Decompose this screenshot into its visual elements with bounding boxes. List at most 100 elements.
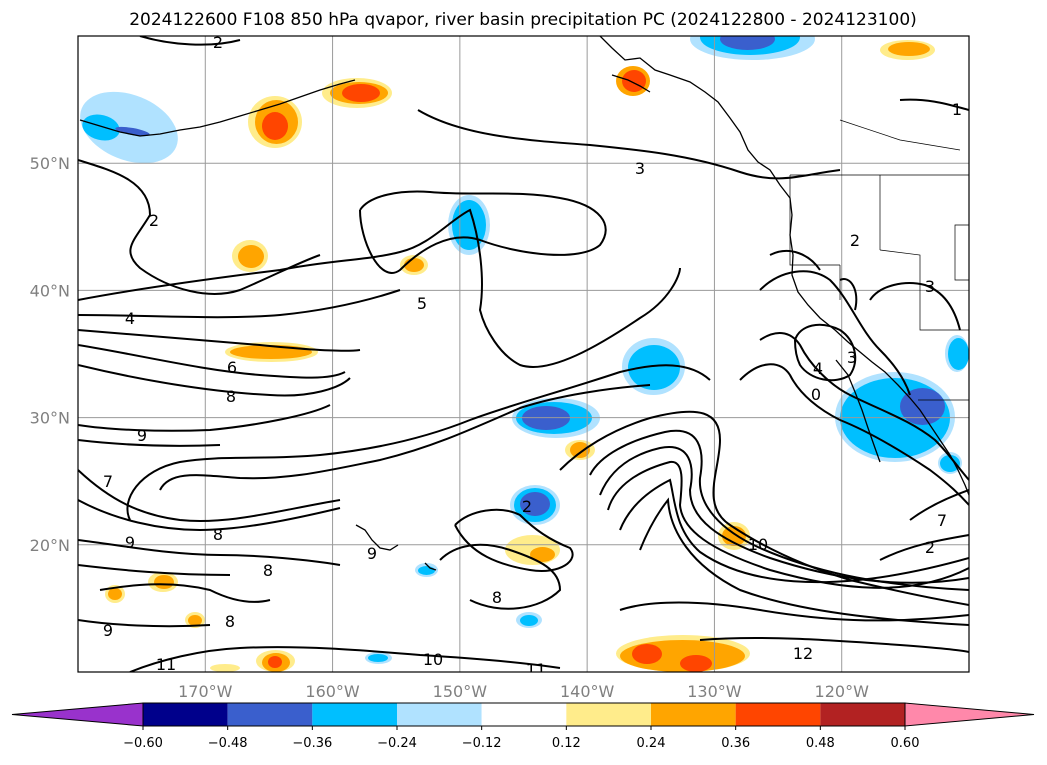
contour-line (78, 439, 221, 447)
contour-line (159, 384, 651, 491)
contour-label: 2 (850, 231, 860, 250)
x-axis-ticks: 170°W 160°W 150°W 140°W 130°W 120°W (178, 682, 869, 701)
x-tick-label: 160°W (305, 682, 360, 701)
precip-patch (115, 126, 150, 137)
colorbar-tick-label: 0.60 (891, 736, 920, 751)
precip-patch (570, 442, 590, 458)
coastline (79, 79, 356, 137)
y-tick-label: 50°N (30, 154, 70, 173)
precip-shading (80, 36, 969, 672)
contour-label: 10 (423, 650, 443, 669)
map-background (78, 36, 969, 672)
coastline (835, 359, 881, 463)
contour-label: 4 (813, 359, 823, 378)
contour-label: 4 (125, 309, 135, 328)
colorbar: −0.60 −0.48 −0.36 −0.24 −0.12 0.12 0.24 0.36 0.4… (11, 702, 1035, 751)
map-frame (77, 35, 970, 673)
colorbar-tick-label: −0.48 (208, 736, 248, 751)
contour-line (78, 208, 681, 368)
colorbar-extend-high (904, 702, 1035, 727)
y-axis-ticks: 20°N 30°N 40°N 50°N (30, 154, 70, 555)
political-border (789, 175, 840, 266)
precip-patch (948, 338, 969, 370)
political-border (839, 119, 961, 151)
contour-label: 8 (263, 561, 273, 580)
colorbar-bin (651, 703, 736, 726)
contour-label: 6 (227, 358, 237, 377)
contour-label: 12 (793, 644, 813, 663)
contour-label: 2 (149, 211, 159, 230)
precip-patch (418, 566, 435, 575)
precip-patch (520, 492, 550, 516)
contour-label: 11 (526, 660, 546, 679)
precip-patch (342, 84, 380, 102)
contour-line (129, 646, 561, 672)
contour-label: 8 (492, 588, 502, 607)
contour-line (589, 429, 969, 591)
contour-line (619, 601, 969, 622)
y-tick-label: 20°N (30, 536, 70, 555)
colorbar-tick-label: −0.36 (292, 736, 332, 751)
contour-label: 3 (847, 348, 857, 367)
contour-line (78, 344, 346, 379)
contour-line (139, 36, 241, 46)
contour-line (78, 564, 231, 576)
precip-patch (632, 644, 662, 664)
contour-line (769, 250, 821, 271)
colorbar-tick-label: 0.24 (637, 736, 666, 751)
precip-patch (520, 615, 538, 626)
precip-patch (368, 654, 388, 662)
contour-line (559, 410, 969, 606)
contour-line (619, 478, 969, 584)
political-border (954, 224, 969, 281)
precip-patch (230, 345, 312, 359)
precip-patch (622, 70, 646, 92)
contour-line (759, 270, 911, 396)
precip-patch (888, 42, 930, 56)
precip-patch (108, 588, 122, 600)
contour-line (909, 489, 969, 521)
colorbar-bin (143, 703, 228, 726)
contour-line (869, 282, 961, 331)
x-tick-label: 130°W (687, 682, 742, 701)
contour-line (78, 404, 331, 432)
contour-line (899, 98, 969, 111)
precip-patch (268, 656, 282, 668)
contour-label: 5 (417, 294, 427, 313)
precip-patch (628, 345, 680, 390)
contour-label: 2 (522, 497, 532, 516)
contour-label: 8 (225, 612, 235, 631)
precip-patch (238, 245, 264, 268)
colorbar-tick-label: −0.24 (377, 736, 417, 751)
contour-line (78, 364, 351, 397)
contour-line (78, 499, 341, 532)
x-tick-label: 140°W (560, 682, 615, 701)
gridlines (78, 36, 969, 672)
precip-patch (530, 547, 555, 562)
precip-patch (404, 258, 424, 272)
coastline (424, 562, 437, 571)
contour-line (78, 469, 341, 522)
contour-line (78, 159, 321, 295)
precip-patch (720, 36, 775, 50)
x-tick-label: 170°W (178, 682, 233, 701)
contour-label: 3 (635, 159, 645, 178)
contour-line (78, 329, 361, 352)
precip-patch (82, 114, 120, 141)
colorbar-tick-label: 0.36 (721, 736, 750, 751)
contour-label: 2 (213, 33, 223, 52)
contour-label: 11 (156, 655, 176, 674)
contour-line (439, 543, 562, 610)
coastline (599, 36, 969, 496)
coastlines (79, 36, 969, 571)
y-tick-label: 30°N (30, 409, 70, 428)
colorbar-bin (566, 703, 651, 726)
colorbar-tick-label: −0.12 (462, 736, 502, 751)
x-tick-label: 150°W (433, 682, 488, 701)
precip-patch (900, 388, 945, 425)
contour-line (839, 278, 858, 311)
contour-label: 10 (748, 535, 768, 554)
